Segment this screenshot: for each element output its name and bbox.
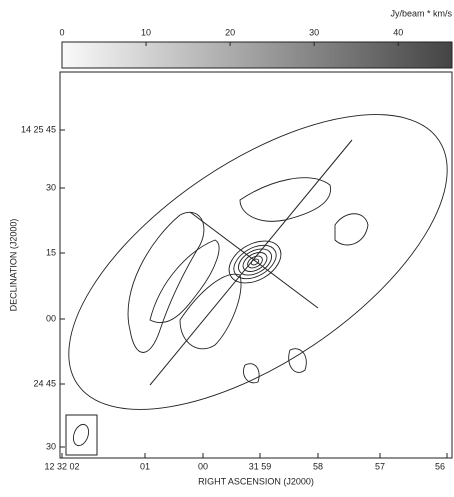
x-tick-label: 58	[313, 461, 323, 471]
map	[21, 57, 454, 467]
x-tick-label: 01	[140, 461, 150, 471]
x-axis-label: RIGHT ASCENSION (J2000)	[198, 476, 314, 486]
y-tick-label: 30	[46, 182, 56, 192]
colorbar-label: Jy/beam * km/s	[390, 8, 452, 18]
y-axis-label: DECLINATION (J2000)	[8, 219, 18, 312]
y-tick-label: 14 25 45	[21, 124, 56, 134]
colorbar-tick-label: 0	[59, 27, 64, 37]
y-tick-label: 24 45	[33, 378, 56, 388]
colorbar-tick-label: 10	[141, 27, 151, 37]
figure: Jy/beam * km/s RIGHT ASCENSION (J2000) D…	[0, 0, 454, 492]
colorbar-tick-label: 40	[393, 27, 403, 37]
x-tick-label: 56	[435, 461, 445, 471]
y-tick-label: 15	[46, 247, 56, 257]
x-tick-label: 00	[198, 461, 208, 471]
y-tick-label: 00	[46, 313, 56, 323]
colorbar-tick-label: 30	[309, 27, 319, 37]
plot-frame	[60, 72, 452, 458]
colorbar	[62, 42, 452, 68]
x-tick-label: 31 59	[249, 461, 272, 471]
y-tick-label: 30	[46, 441, 56, 451]
x-tick-label: 12 32 02	[44, 461, 79, 471]
colorbar-tick-label: 20	[225, 27, 235, 37]
x-tick-label: 57	[375, 461, 385, 471]
